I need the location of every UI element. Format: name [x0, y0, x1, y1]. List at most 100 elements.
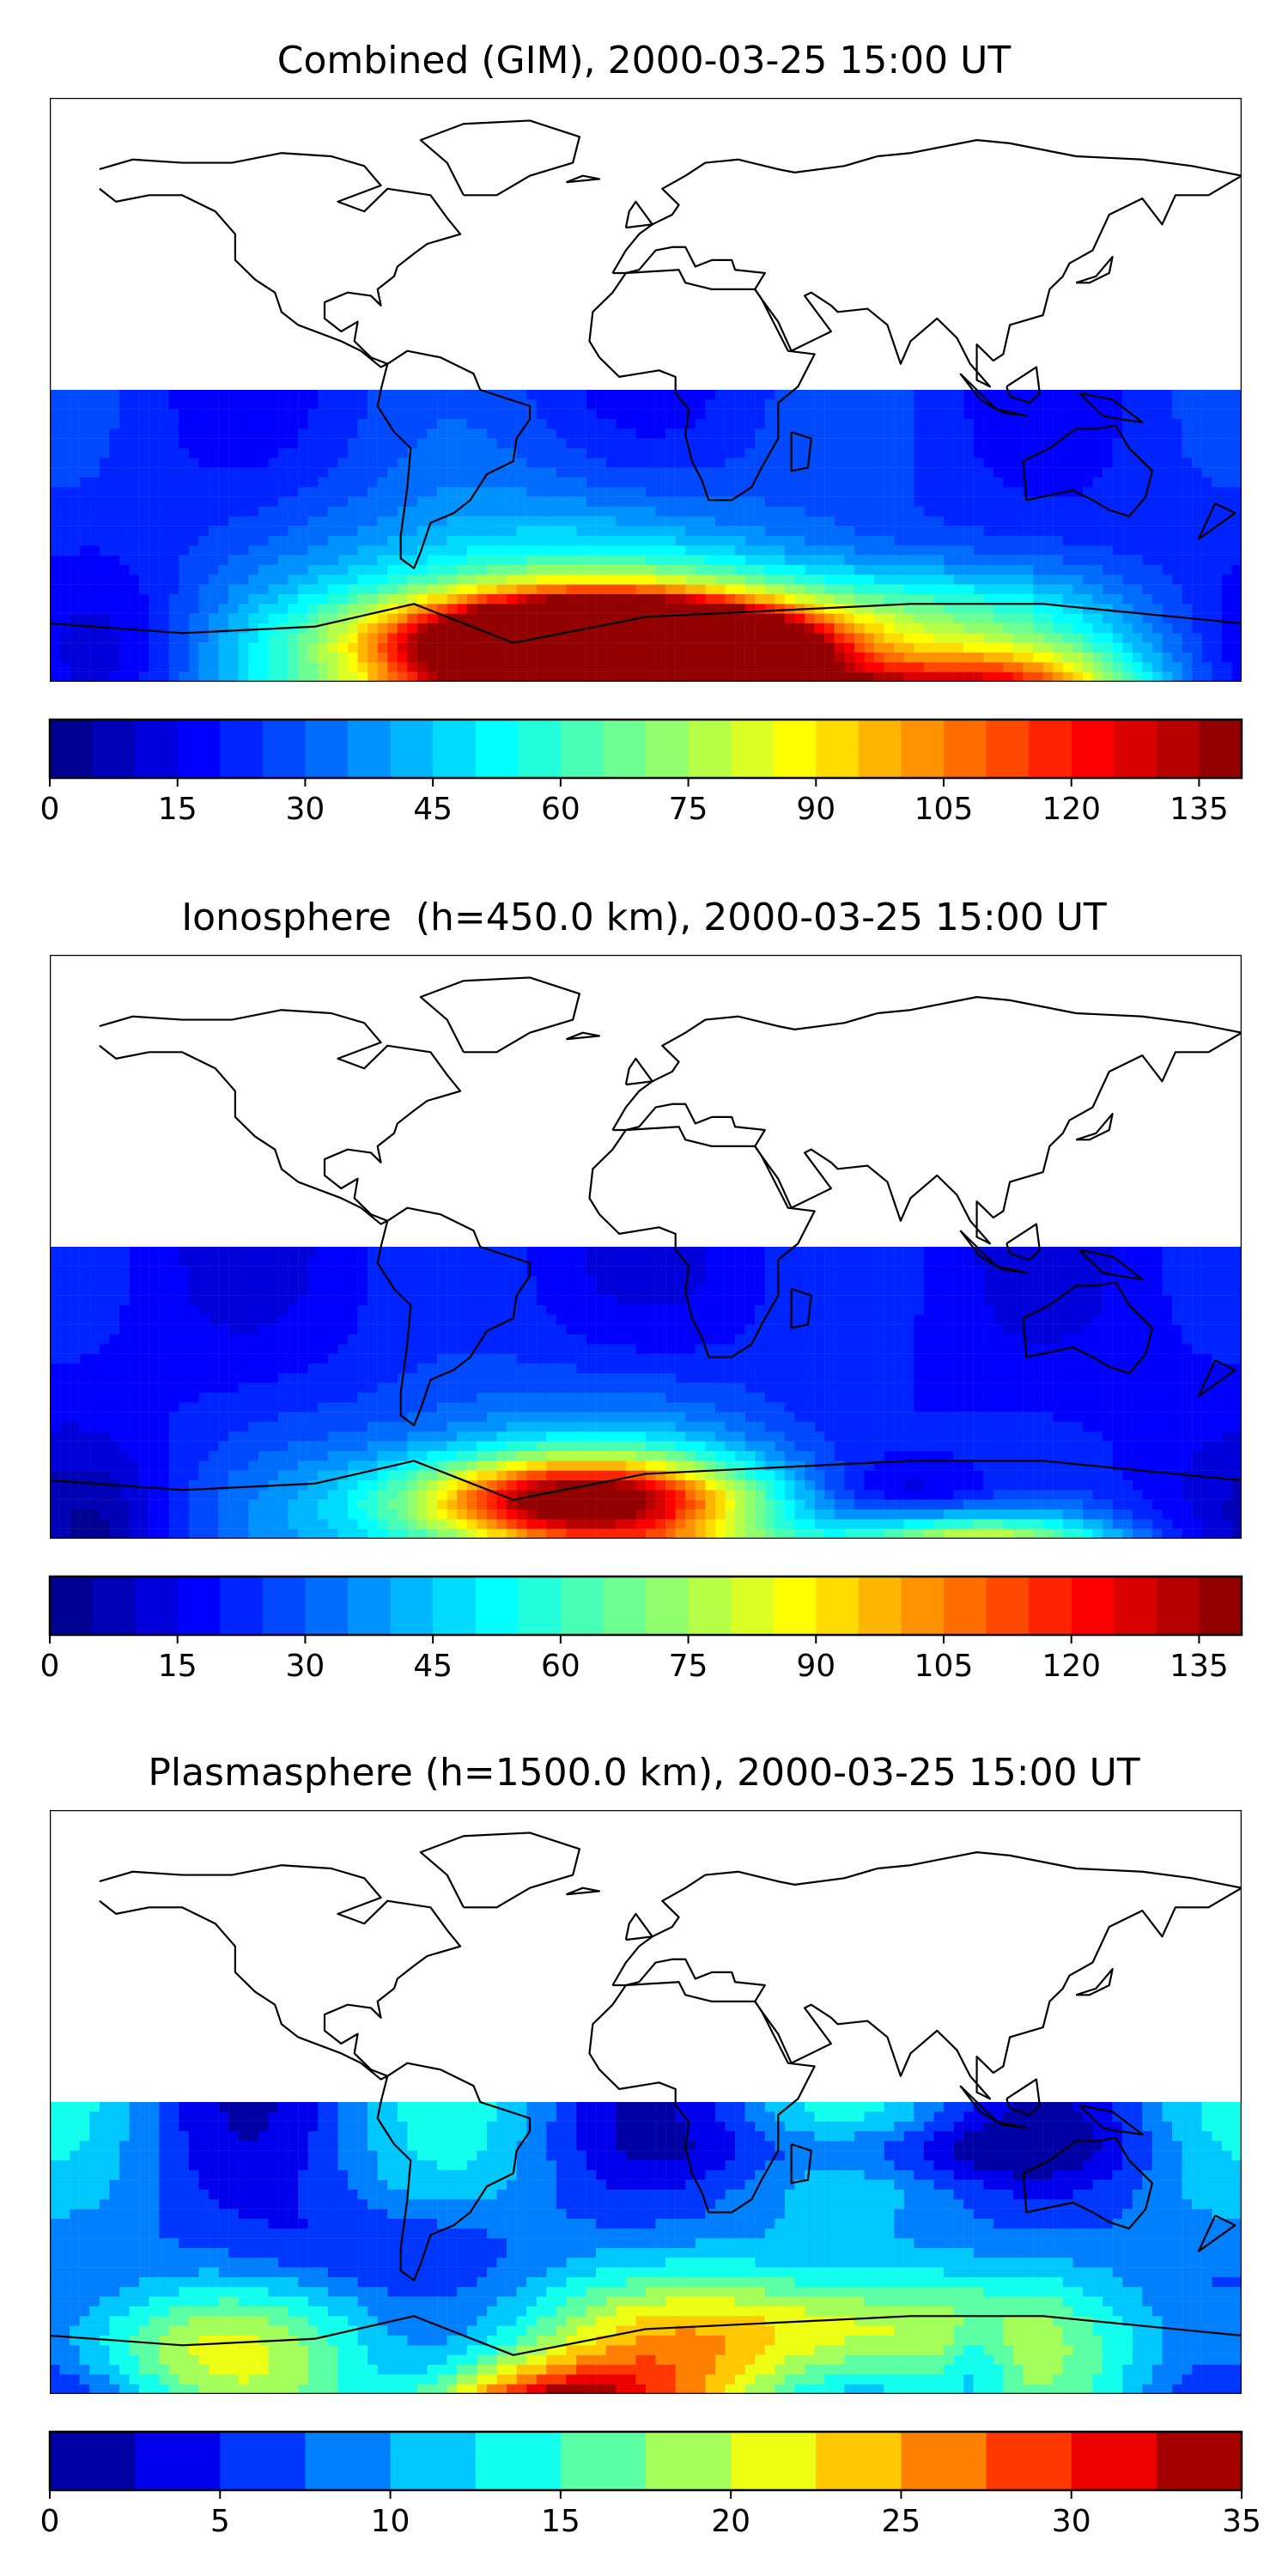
contour-cell — [675, 458, 686, 468]
contour-cell — [168, 653, 179, 663]
contour-cell — [566, 555, 577, 566]
contour-cell — [625, 594, 636, 605]
contour-cell — [129, 633, 140, 643]
contour-cell — [209, 633, 219, 643]
contour-cell — [496, 467, 507, 478]
contour-cell — [348, 428, 358, 439]
contour-cell — [526, 604, 537, 614]
contour-cell — [625, 565, 636, 575]
contour-cell — [188, 536, 199, 546]
contour-cell — [318, 594, 329, 605]
contour-cell — [437, 487, 447, 497]
contour-cell — [526, 653, 537, 663]
contour-cell — [447, 477, 458, 488]
contour-cell — [288, 671, 299, 682]
contour-cell — [278, 438, 289, 449]
contour-cell — [218, 633, 229, 643]
contour-cell — [477, 574, 488, 585]
contour-cell — [814, 584, 825, 595]
contour-cell — [118, 604, 130, 614]
contour-cell — [327, 438, 338, 449]
contour-cell — [427, 653, 438, 663]
contour-cell — [755, 662, 765, 672]
contour-cell — [844, 516, 855, 526]
contour-cell — [357, 565, 368, 575]
contour-cell — [824, 613, 835, 624]
contour-cell — [198, 496, 210, 507]
contour-cell — [576, 487, 586, 497]
contour-cell — [238, 516, 249, 526]
contour-cell — [99, 671, 110, 682]
contour-cell — [447, 642, 458, 653]
contour-cell — [735, 448, 745, 459]
contour-cell — [507, 516, 517, 526]
contour-cell — [596, 467, 606, 478]
contour-cell — [705, 594, 716, 605]
contour-cell — [357, 409, 368, 420]
contour-cell — [556, 613, 567, 624]
contour-cell — [139, 633, 149, 643]
contour-cell — [99, 477, 110, 488]
contour-cell — [139, 419, 149, 429]
contour-cell — [596, 574, 606, 585]
contour-cell — [556, 438, 567, 449]
contour-cell — [714, 390, 726, 400]
contour-cell — [596, 642, 606, 653]
contour-cell — [457, 536, 467, 546]
contour-cell — [139, 516, 149, 526]
contour-cell — [775, 584, 786, 595]
contour-cell — [50, 409, 60, 420]
contour-cell — [368, 390, 378, 400]
contour-cell — [507, 419, 517, 429]
contour-cell — [675, 574, 686, 585]
contour-cell — [466, 545, 477, 556]
contour-cell — [477, 409, 488, 420]
contour-cell — [486, 604, 497, 614]
contour-cell — [536, 565, 547, 575]
contour-cell — [576, 604, 586, 614]
contour-cell — [168, 507, 179, 517]
contour-cell — [834, 526, 845, 537]
contour-cell — [159, 448, 169, 459]
contour-cell — [477, 662, 488, 672]
contour-cell — [755, 487, 765, 497]
contour-cell — [586, 653, 597, 663]
contour-cell — [784, 409, 795, 420]
contour-cell — [327, 671, 338, 682]
contour-cell — [348, 526, 358, 537]
contour-cell — [288, 594, 299, 605]
contour-cell — [149, 477, 160, 488]
contour-cell — [268, 594, 279, 605]
contour-cell — [89, 526, 100, 537]
contour-cell — [318, 623, 329, 634]
contour-cell — [209, 428, 219, 439]
contour-cell — [725, 516, 736, 526]
contour-cell — [725, 565, 736, 575]
contour-cell — [725, 584, 736, 595]
contour-cell — [318, 390, 329, 400]
contour-cell — [427, 662, 438, 672]
contour-cell — [218, 536, 229, 546]
contour-cell — [685, 594, 696, 605]
contour-cell — [337, 399, 349, 410]
contour-cell — [59, 438, 70, 449]
contour-cell — [695, 574, 706, 585]
contour-cell — [437, 399, 447, 410]
contour-cell — [576, 653, 586, 663]
contour-cell — [377, 419, 388, 429]
contour-cell — [675, 613, 686, 624]
contour-cell — [546, 487, 557, 497]
contour-cell — [496, 409, 507, 420]
contour-cell — [357, 623, 368, 634]
contour-cell — [437, 467, 447, 478]
contour-cell — [168, 536, 179, 546]
contour-cell — [89, 642, 100, 653]
contour-cell — [635, 487, 647, 497]
contour-cell — [179, 604, 190, 614]
contour-cell — [89, 574, 100, 585]
contour-cell — [735, 594, 745, 605]
contour-cell — [357, 662, 368, 672]
contour-cell — [248, 565, 259, 575]
contour-cell — [516, 516, 527, 526]
contour-cell — [635, 604, 647, 614]
